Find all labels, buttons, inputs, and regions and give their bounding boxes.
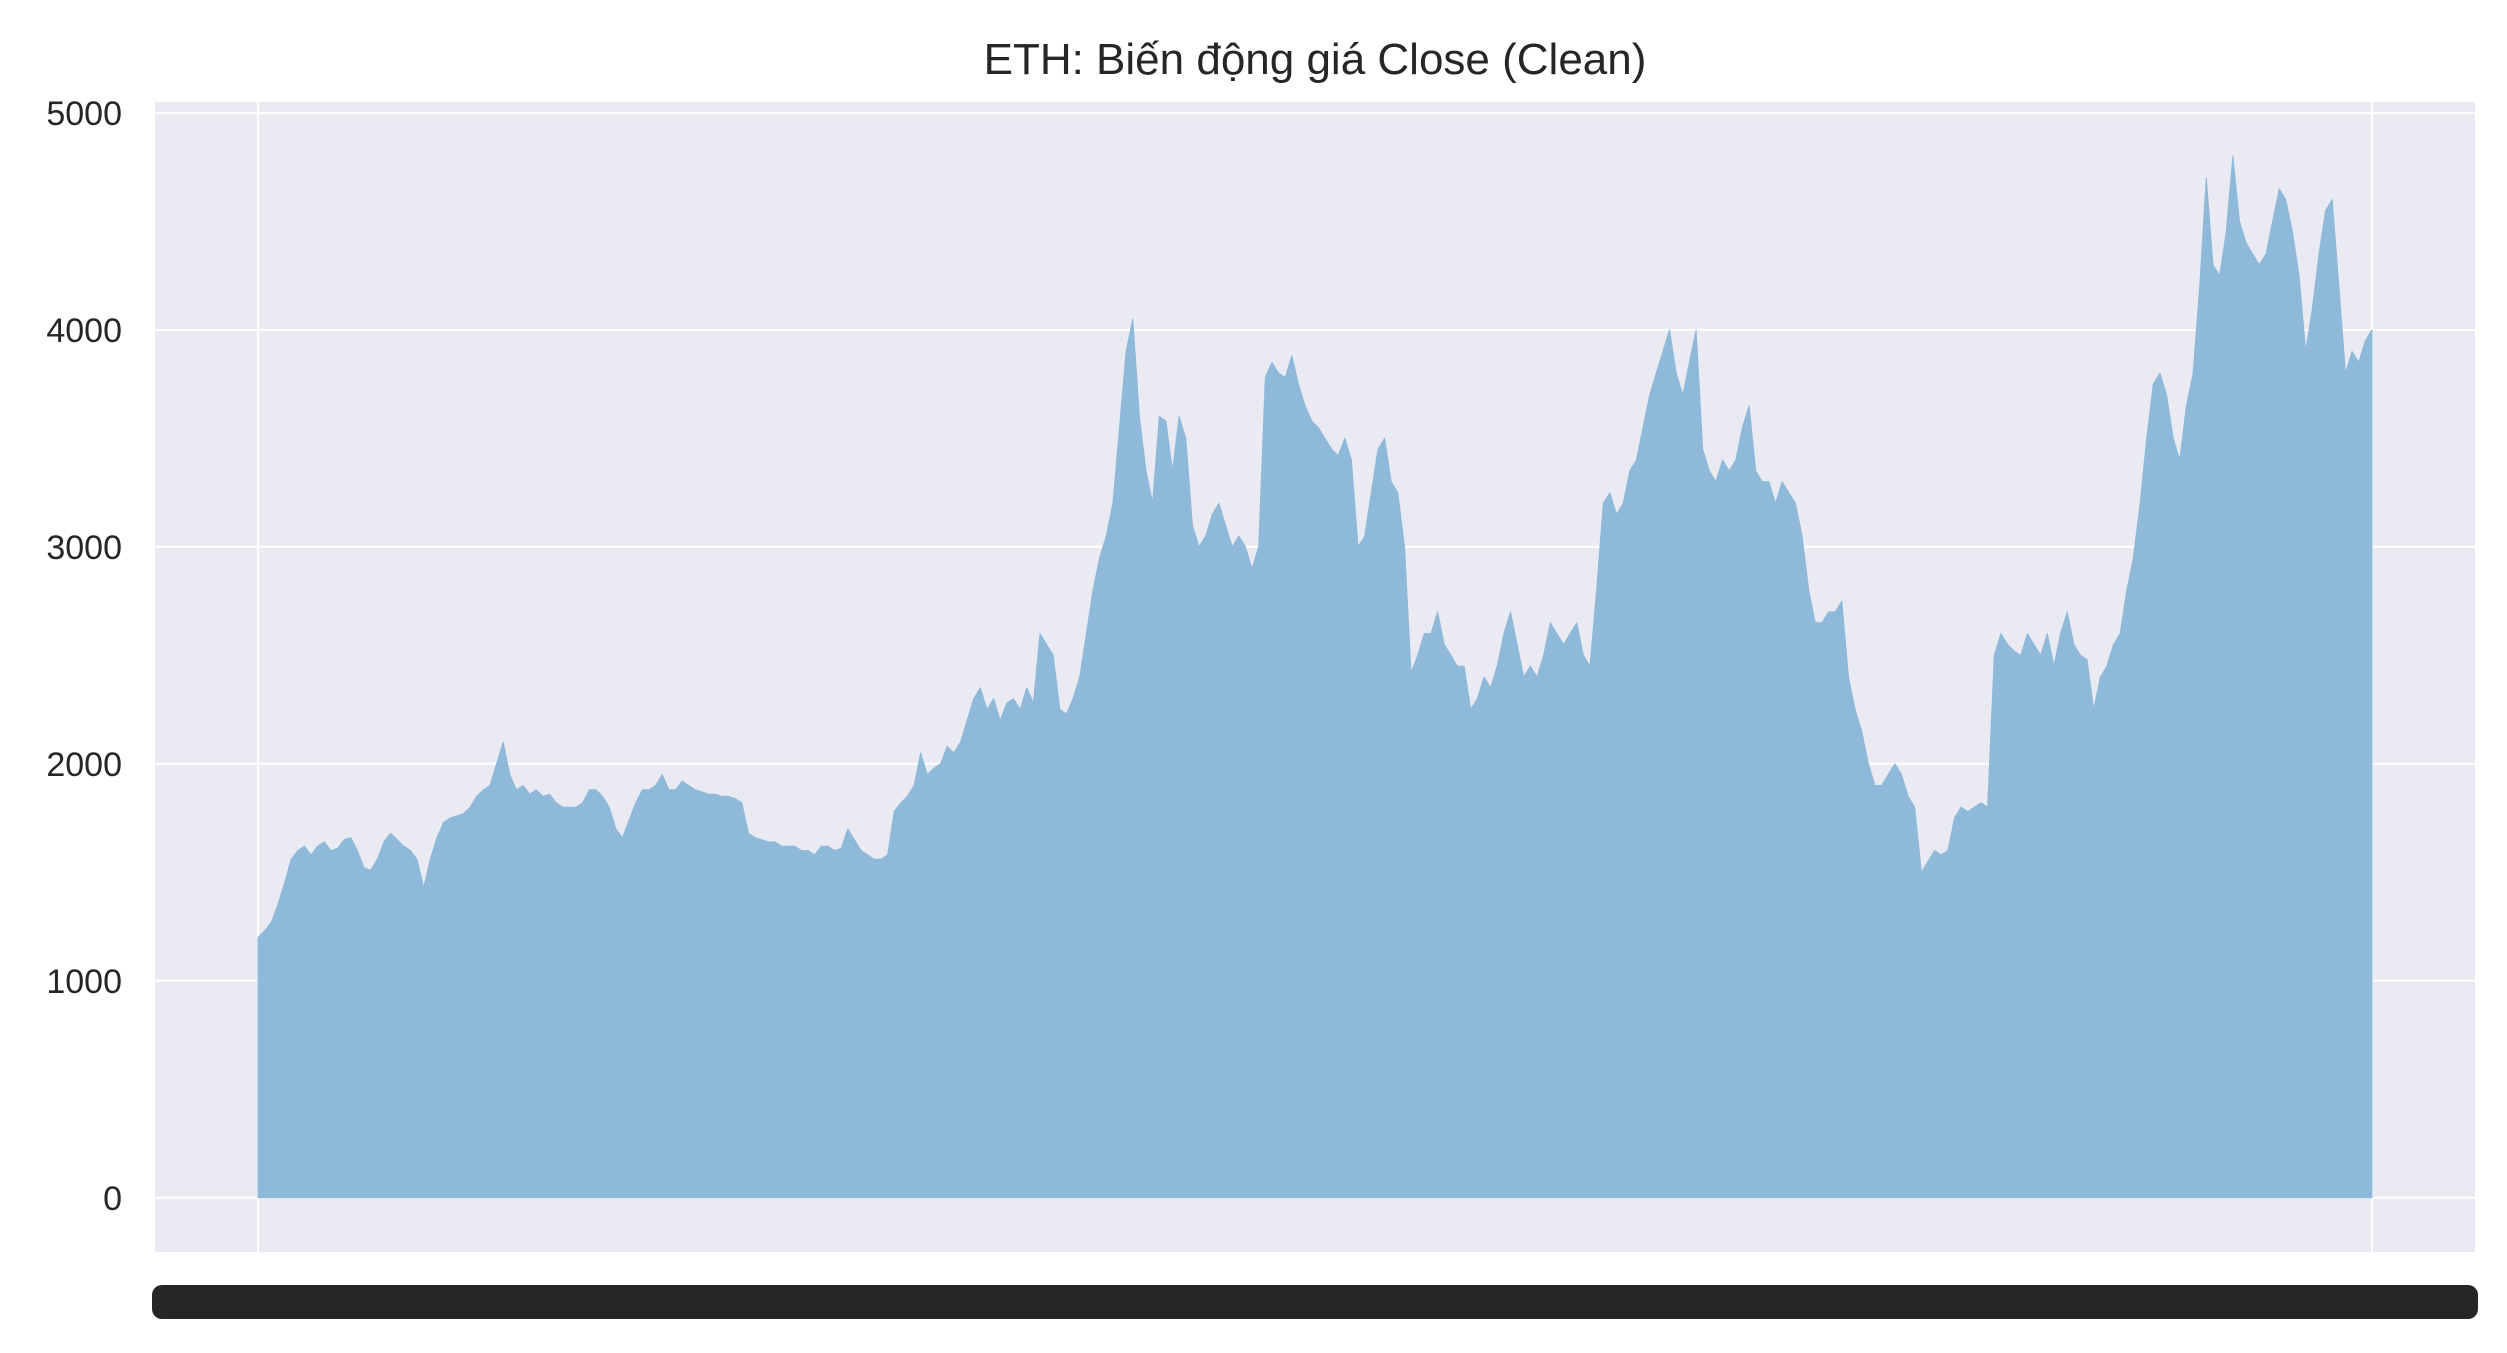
y-tick-label: 4000 — [46, 312, 122, 350]
chart-title: ETH: Biến động giá Close (Clean) — [984, 35, 1647, 84]
y-tick-label: 0 — [103, 1180, 122, 1218]
y-tick-label: 2000 — [46, 746, 122, 784]
x-tick-labels-overlap — [152, 1285, 2478, 1319]
y-tick-label: 1000 — [46, 963, 122, 1001]
y-tick-label: 5000 — [46, 95, 122, 133]
y-axis-ticks: 0 1000 2000 3000 4000 5000 — [46, 95, 122, 1218]
x-axis-ticks — [152, 1285, 2478, 1319]
price-area — [257, 155, 2373, 1199]
y-tick-label: 3000 — [46, 529, 122, 567]
